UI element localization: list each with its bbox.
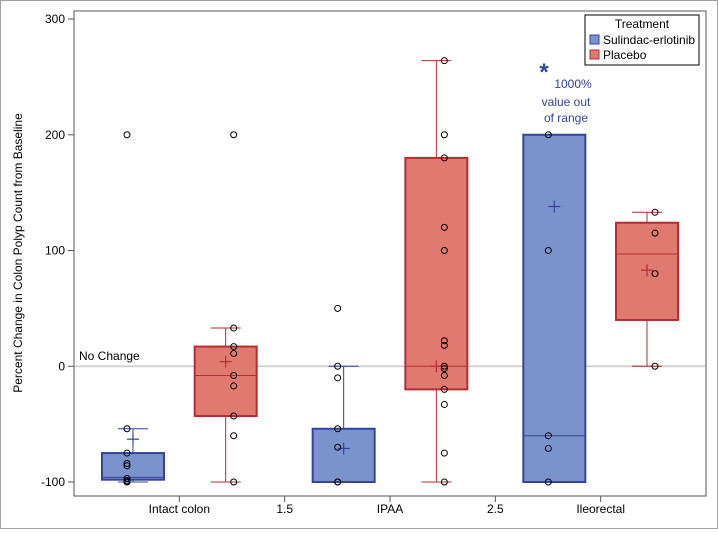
box-placebo-1 xyxy=(404,57,469,486)
box-sulindac-erlotinib-2 xyxy=(522,131,587,486)
x-tick-label-3: 2.5 xyxy=(487,502,504,516)
data-point-sulindac-erlotinib-2-3 xyxy=(544,444,552,452)
data-point-sulindac-erlotinib-0-5 xyxy=(123,475,131,483)
data-point-placebo-1-11 xyxy=(440,400,448,408)
data-point-placebo-0-8 xyxy=(230,478,238,486)
data-point-sulindac-erlotinib-1-1 xyxy=(334,362,342,370)
box-body-placebo-1 xyxy=(404,156,469,391)
data-point-placebo-1-12 xyxy=(440,449,448,457)
data-point-placebo-1-5 xyxy=(440,337,448,345)
box-placebo-2 xyxy=(615,208,680,370)
box-sulindac-erlotinib-1 xyxy=(311,304,376,486)
data-point-placebo-2-0 xyxy=(651,208,659,216)
data-point-placebo-1-7 xyxy=(440,362,448,370)
data-point-placebo-1-10 xyxy=(440,385,448,393)
data-point-placebo-2-2 xyxy=(651,270,659,278)
data-point-placebo-1-4 xyxy=(440,247,448,254)
box-body-sulindac-erlotinib-0 xyxy=(100,452,165,481)
data-point-sulindac-erlotinib-2-2 xyxy=(544,432,552,440)
annotation-line-2: value out xyxy=(542,95,591,109)
annotation-line-3: of range xyxy=(544,111,588,125)
box-body-sulindac-erlotinib-1 xyxy=(311,427,376,484)
y-tick-label-4: 300 xyxy=(45,12,65,26)
data-point-placebo-1-9 xyxy=(440,372,448,380)
x-tick-label-1: 1.5 xyxy=(276,502,293,516)
box-placebo-0 xyxy=(193,131,258,486)
plot-frame xyxy=(73,10,707,497)
x-tick-label-2: IPAA xyxy=(377,502,403,516)
reference-line-label: No Change xyxy=(79,349,140,363)
data-point-sulindac-erlotinib-1-3 xyxy=(334,425,342,433)
data-point-placebo-1-0 xyxy=(440,57,448,65)
out-of-range-annotation: * 1000% value out of range xyxy=(539,59,592,125)
legend-swatch-placebo xyxy=(589,49,600,60)
data-point-sulindac-erlotinib-2-4 xyxy=(544,478,552,486)
annotation-line-1: 1000% xyxy=(554,77,592,91)
y-tick-label-0: -100 xyxy=(41,475,65,489)
data-point-sulindac-erlotinib-0-7 xyxy=(123,478,131,486)
data-point-placebo-1-6 xyxy=(440,341,448,349)
box-sulindac-erlotinib-0 xyxy=(100,131,165,486)
data-point-placebo-0-0 xyxy=(230,131,238,139)
legend-box xyxy=(584,14,700,66)
data-point-placebo-0-4 xyxy=(230,372,238,380)
x-tick-label-4: Ileorectal xyxy=(576,502,625,516)
data-point-sulindac-erlotinib-0-0 xyxy=(123,131,131,139)
data-point-placebo-0-1 xyxy=(230,324,238,332)
data-point-sulindac-erlotinib-0-2 xyxy=(123,449,131,457)
data-point-placebo-1-2 xyxy=(440,154,448,162)
data-point-sulindac-erlotinib-1-6 xyxy=(334,478,342,486)
data-point-placebo-2-1 xyxy=(651,229,659,237)
box-body-sulindac-erlotinib-2 xyxy=(522,133,587,483)
data-point-placebo-0-3 xyxy=(230,350,238,358)
data-point-sulindac-erlotinib-0-4 xyxy=(123,462,131,470)
y-tick-label-2: 100 xyxy=(45,244,65,258)
axes-group: -100 0 100 200 300 Intact colon 1.5 IPAA 2.5 Ileo… xyxy=(41,12,625,516)
data-point-sulindac-erlotinib-1-0 xyxy=(334,304,342,312)
data-point-sulindac-erlotinib-1-2 xyxy=(334,374,342,382)
data-point-placebo-0-2 xyxy=(230,343,238,351)
data-point-sulindac-erlotinib-2-1 xyxy=(544,247,552,254)
data-point-sulindac-erlotinib-2-0 xyxy=(544,131,552,139)
data-point-placebo-0-7 xyxy=(230,432,238,440)
data-point-placebo-1-8 xyxy=(440,365,448,373)
legend-swatch-sulindac xyxy=(589,34,600,45)
y-tick-label-1: 0 xyxy=(58,359,65,373)
data-point-sulindac-erlotinib-1-4 xyxy=(334,443,342,451)
legend-entry-sulindac: Sulindac-erlotinib xyxy=(603,33,695,47)
data-point-placebo-0-6 xyxy=(230,412,238,420)
x-tick-label-0: Intact colon xyxy=(149,502,210,516)
data-point-placebo-2-3 xyxy=(651,362,659,370)
data-point-placebo-1-13 xyxy=(440,478,448,486)
annotation-asterisk: * xyxy=(539,59,549,86)
y-axis-label: Percent Change in Colon Polyp Count from… xyxy=(11,113,25,393)
legend-entry-placebo: Placebo xyxy=(603,48,647,62)
data-point-placebo-0-5 xyxy=(230,382,238,390)
data-point-sulindac-erlotinib-0-3 xyxy=(123,459,131,467)
data-point-placebo-1-3 xyxy=(440,223,448,231)
data-point-sulindac-erlotinib-0-1 xyxy=(123,425,131,433)
y-tick-label-3: 200 xyxy=(45,128,65,142)
legend-title: Treatment xyxy=(615,17,670,31)
series-group xyxy=(100,57,680,486)
legend: Treatment Sulindac-erlotinib Placebo xyxy=(584,14,700,66)
data-point-placebo-1-1 xyxy=(440,131,448,139)
